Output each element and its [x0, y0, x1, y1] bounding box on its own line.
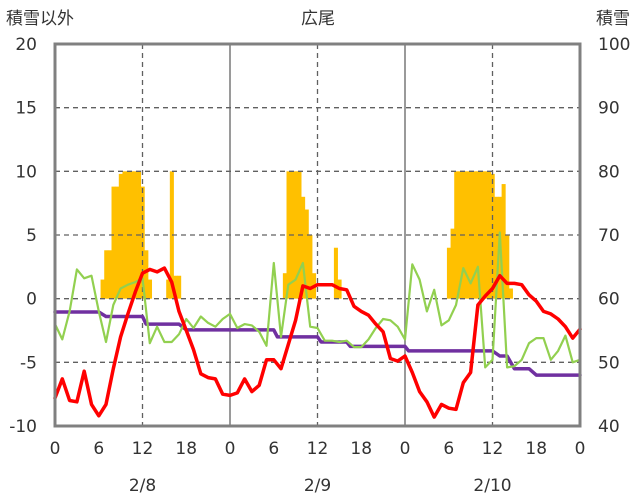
x-tick-label-4: 0 — [225, 439, 236, 459]
right-tick-label-0: 100 — [598, 35, 630, 55]
precip-bar-12 — [144, 250, 149, 299]
right-tick-label-1: 90 — [598, 99, 620, 119]
precip-bar-13 — [147, 279, 153, 299]
left-tick-label-4: 0 — [26, 290, 37, 310]
right-tick-label-5: 50 — [598, 353, 620, 373]
date-label-1: 2/9 — [304, 476, 331, 496]
x-tick-label-0: 0 — [50, 439, 61, 459]
left-tick-label-0: 20 — [15, 35, 37, 55]
precip-bar-0 — [100, 279, 105, 299]
precip-bar-9 — [133, 171, 138, 299]
precip-bar-4 — [115, 186, 120, 299]
right-tick-label-2: 80 — [598, 162, 620, 182]
precip-bar-17 — [177, 275, 182, 299]
right-tick-label-3: 70 — [598, 226, 620, 246]
precip-bar-36 — [472, 171, 477, 299]
precip-bar-46 — [508, 288, 513, 299]
precip-bar-15 — [169, 171, 174, 299]
date-label-0: 2/8 — [129, 476, 156, 496]
left-tick-label-3: 5 — [26, 226, 37, 246]
left-tick-label-1: 15 — [15, 99, 37, 119]
x-tick-label-3: 18 — [175, 439, 197, 459]
precip-bar-19 — [286, 171, 291, 299]
precip-bar-3 — [111, 186, 116, 299]
x-tick-label-6: 12 — [307, 439, 329, 459]
precip-bar-27 — [333, 247, 338, 299]
precip-bar-34 — [465, 171, 470, 299]
plot-frame — [53, 42, 582, 428]
x-tick-label-2: 12 — [132, 439, 154, 459]
precip-bar-2 — [107, 250, 112, 299]
precip-bar-32 — [457, 171, 462, 299]
precip-bar-44 — [501, 184, 506, 299]
precip-bar-45 — [505, 235, 510, 299]
x-tick-label-10: 12 — [482, 439, 504, 459]
precip-bar-29 — [446, 247, 451, 299]
x-tick-label-12: 0 — [575, 439, 586, 459]
series-lines — [53, 231, 582, 419]
right-tick-label-4: 60 — [598, 290, 620, 310]
left-tick-label-2: 10 — [15, 162, 37, 182]
precip-bar-14 — [166, 279, 171, 299]
x-tick-label-5: 6 — [268, 439, 279, 459]
x-tick-label-9: 6 — [443, 439, 454, 459]
x-tick-label-8: 0 — [400, 439, 411, 459]
right-tick-label-6: 40 — [598, 417, 620, 437]
temperature-line — [53, 266, 582, 419]
wind-line — [53, 231, 582, 369]
precip-bar-25 — [308, 235, 313, 299]
precip-bar-6 — [122, 171, 127, 299]
precip-bar-18 — [282, 273, 287, 299]
precip-bar-42 — [494, 196, 499, 299]
precip-bar-30 — [450, 228, 455, 299]
grid-lines — [55, 44, 580, 426]
precip-bar-24 — [304, 209, 309, 299]
x-tick-label-7: 18 — [350, 439, 372, 459]
precip-bar-31 — [454, 171, 459, 299]
left-tick-label-5: -5 — [20, 353, 37, 373]
date-label-2: 2/10 — [473, 476, 511, 496]
precip-bar-21 — [293, 171, 298, 299]
precip-bar-5 — [118, 173, 123, 299]
chart-title: 広尾 — [301, 9, 335, 29]
x-tick-label-11: 18 — [525, 439, 547, 459]
left-tick-label-6: -10 — [9, 417, 37, 437]
precip-bar-39 — [483, 171, 488, 299]
precip-bar-23 — [301, 196, 306, 299]
right-axis-label: 積雪 — [596, 9, 630, 29]
left-axis-label: 積雪以外 — [6, 9, 74, 29]
precip-bar-16 — [173, 275, 178, 299]
x-tick-label-1: 6 — [93, 439, 104, 459]
precip-bar-1 — [104, 250, 109, 299]
